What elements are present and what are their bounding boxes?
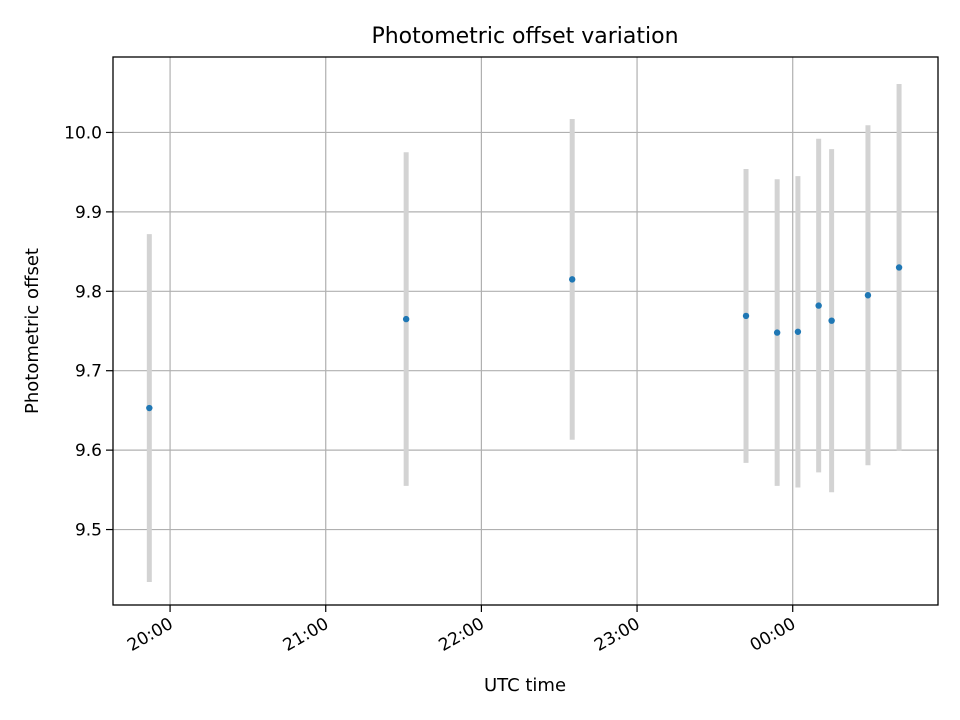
x-axis-label: UTC time (484, 675, 566, 696)
y-tick-label: 9.9 (75, 203, 102, 223)
y-tick-label: 9.6 (75, 441, 102, 461)
data-point (568, 276, 576, 283)
data-points (146, 264, 903, 412)
y-tick-label: 10.0 (64, 123, 102, 143)
y-axis-label: Photometric offset (22, 248, 43, 414)
data-point (895, 264, 903, 271)
data-point (402, 315, 410, 323)
data-point (742, 312, 750, 320)
data-point (828, 317, 835, 324)
y-tick-label: 9.7 (75, 362, 102, 382)
y-axis-ticks: 9.5 9.6 9.7 9.8 9.9 10.0 (64, 123, 113, 541)
data-point (773, 329, 781, 336)
data-point (146, 404, 153, 412)
chart-title: Photometric offset variation (371, 24, 678, 49)
plot-frame (112, 56, 939, 606)
y-tick-label: 9.5 (75, 521, 102, 541)
y-tick-label: 9.8 (75, 282, 102, 302)
data-point (794, 328, 802, 335)
grid-lines (113, 57, 938, 605)
data-point (815, 302, 822, 309)
data-point (864, 292, 872, 299)
